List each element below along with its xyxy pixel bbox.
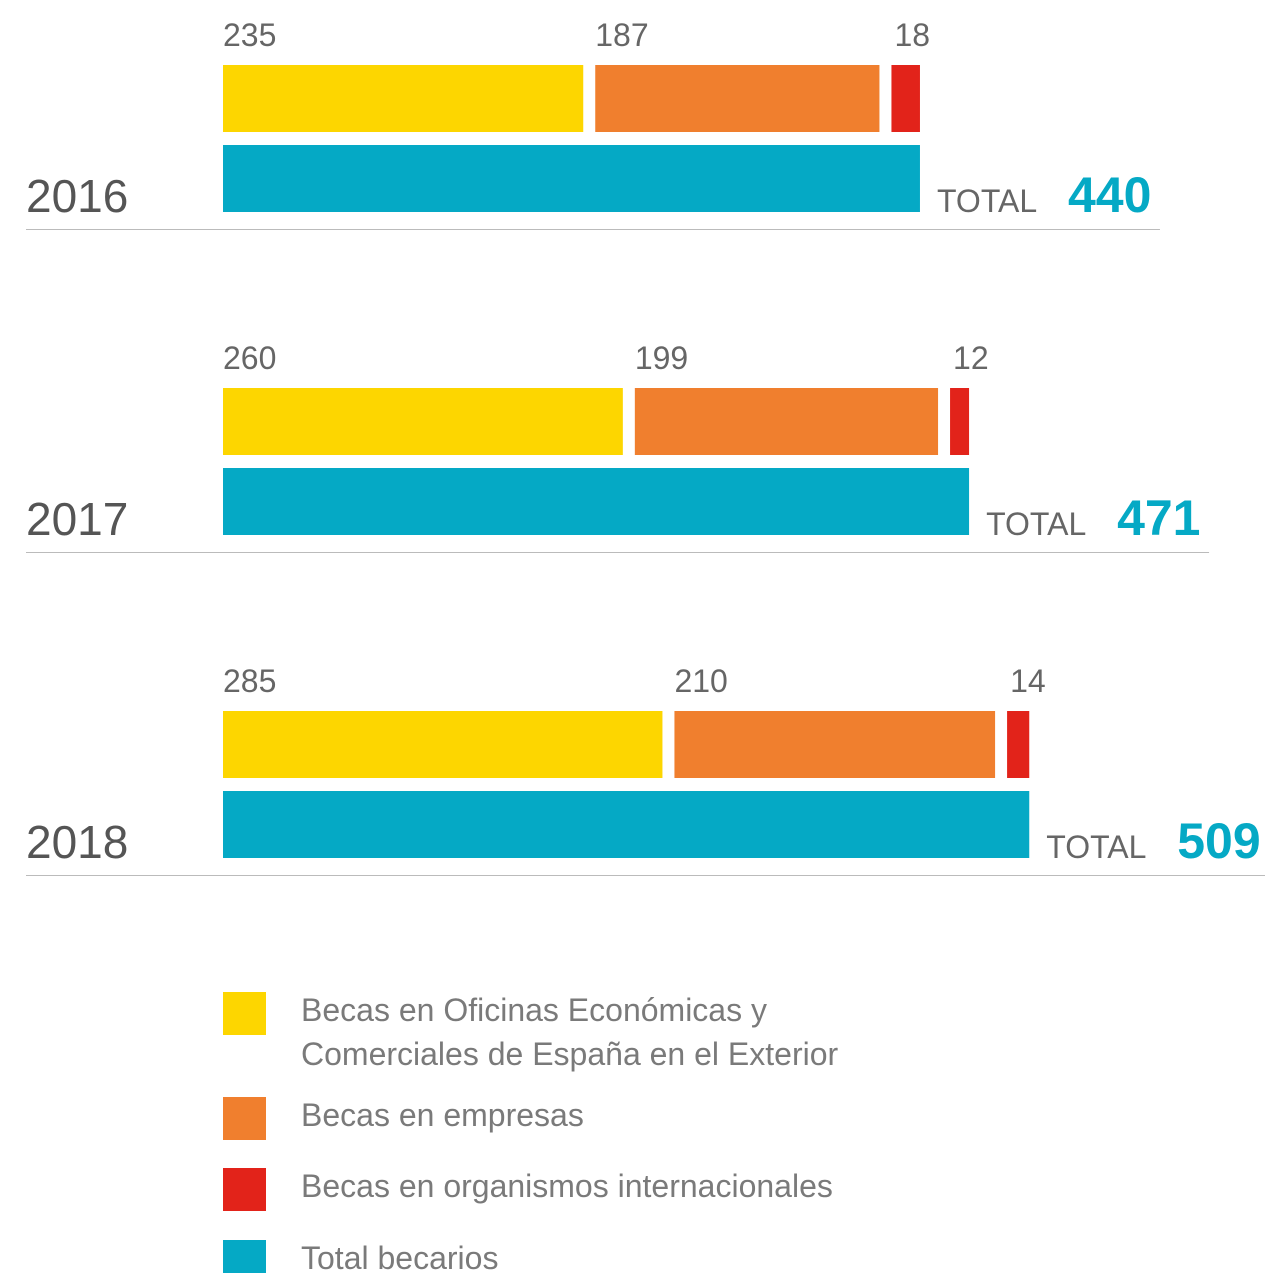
legend-swatch [223, 992, 266, 1035]
year-label: 2018 [26, 816, 128, 868]
plot: 235 187 18 2016 TOTAL 440 260 199 12 2017 TOTAL 471… [26, 17, 1265, 876]
total-label: TOTAL [937, 183, 1037, 219]
total-bar [223, 791, 1030, 858]
total-bar [223, 145, 920, 212]
value-label: 187 [595, 17, 648, 53]
total-bar [223, 468, 970, 535]
legend-item: Becas en organismos internacionales [223, 1164, 921, 1211]
year-label: 2017 [26, 493, 128, 545]
legend-label: Total becarios [301, 1240, 499, 1273]
bar-segment [674, 711, 996, 778]
year-label: 2016 [26, 170, 128, 222]
bar-segment [223, 711, 663, 778]
bar-segment [223, 388, 623, 455]
value-label: 18 [894, 17, 930, 53]
legend-item: Total becarios [223, 1236, 921, 1273]
bar-segment [1007, 711, 1030, 778]
value-label: 199 [635, 340, 688, 376]
bar-segment [223, 65, 584, 132]
total-value: 471 [1117, 490, 1200, 546]
legend-item: Becas en empresas [223, 1093, 921, 1140]
value-label: 12 [953, 340, 989, 376]
total-value: 440 [1068, 167, 1151, 223]
value-label: 210 [674, 663, 727, 699]
legend-swatch [223, 1097, 266, 1140]
total-label: TOTAL [1046, 829, 1146, 865]
total-value: 509 [1177, 813, 1260, 869]
bar-segment [950, 388, 970, 455]
legend-label: Becas en organismos internacionales [301, 1168, 833, 1204]
legend-swatch [223, 1168, 266, 1211]
bar-segment [891, 65, 920, 132]
bar-segment [634, 388, 939, 455]
total-label: TOTAL [986, 506, 1086, 542]
bar-segment [595, 65, 880, 132]
legend-label: Becas en Oficinas Económicas y Comercial… [301, 992, 839, 1072]
legend-label: Becas en empresas [301, 1097, 584, 1133]
value-label: 260 [223, 340, 276, 376]
value-label: 14 [1010, 663, 1046, 699]
value-label: 285 [223, 663, 276, 699]
legend-item: Becas en Oficinas Económicas y Comercial… [223, 988, 921, 1076]
legend-swatch [223, 1240, 266, 1273]
value-label: 235 [223, 17, 276, 53]
